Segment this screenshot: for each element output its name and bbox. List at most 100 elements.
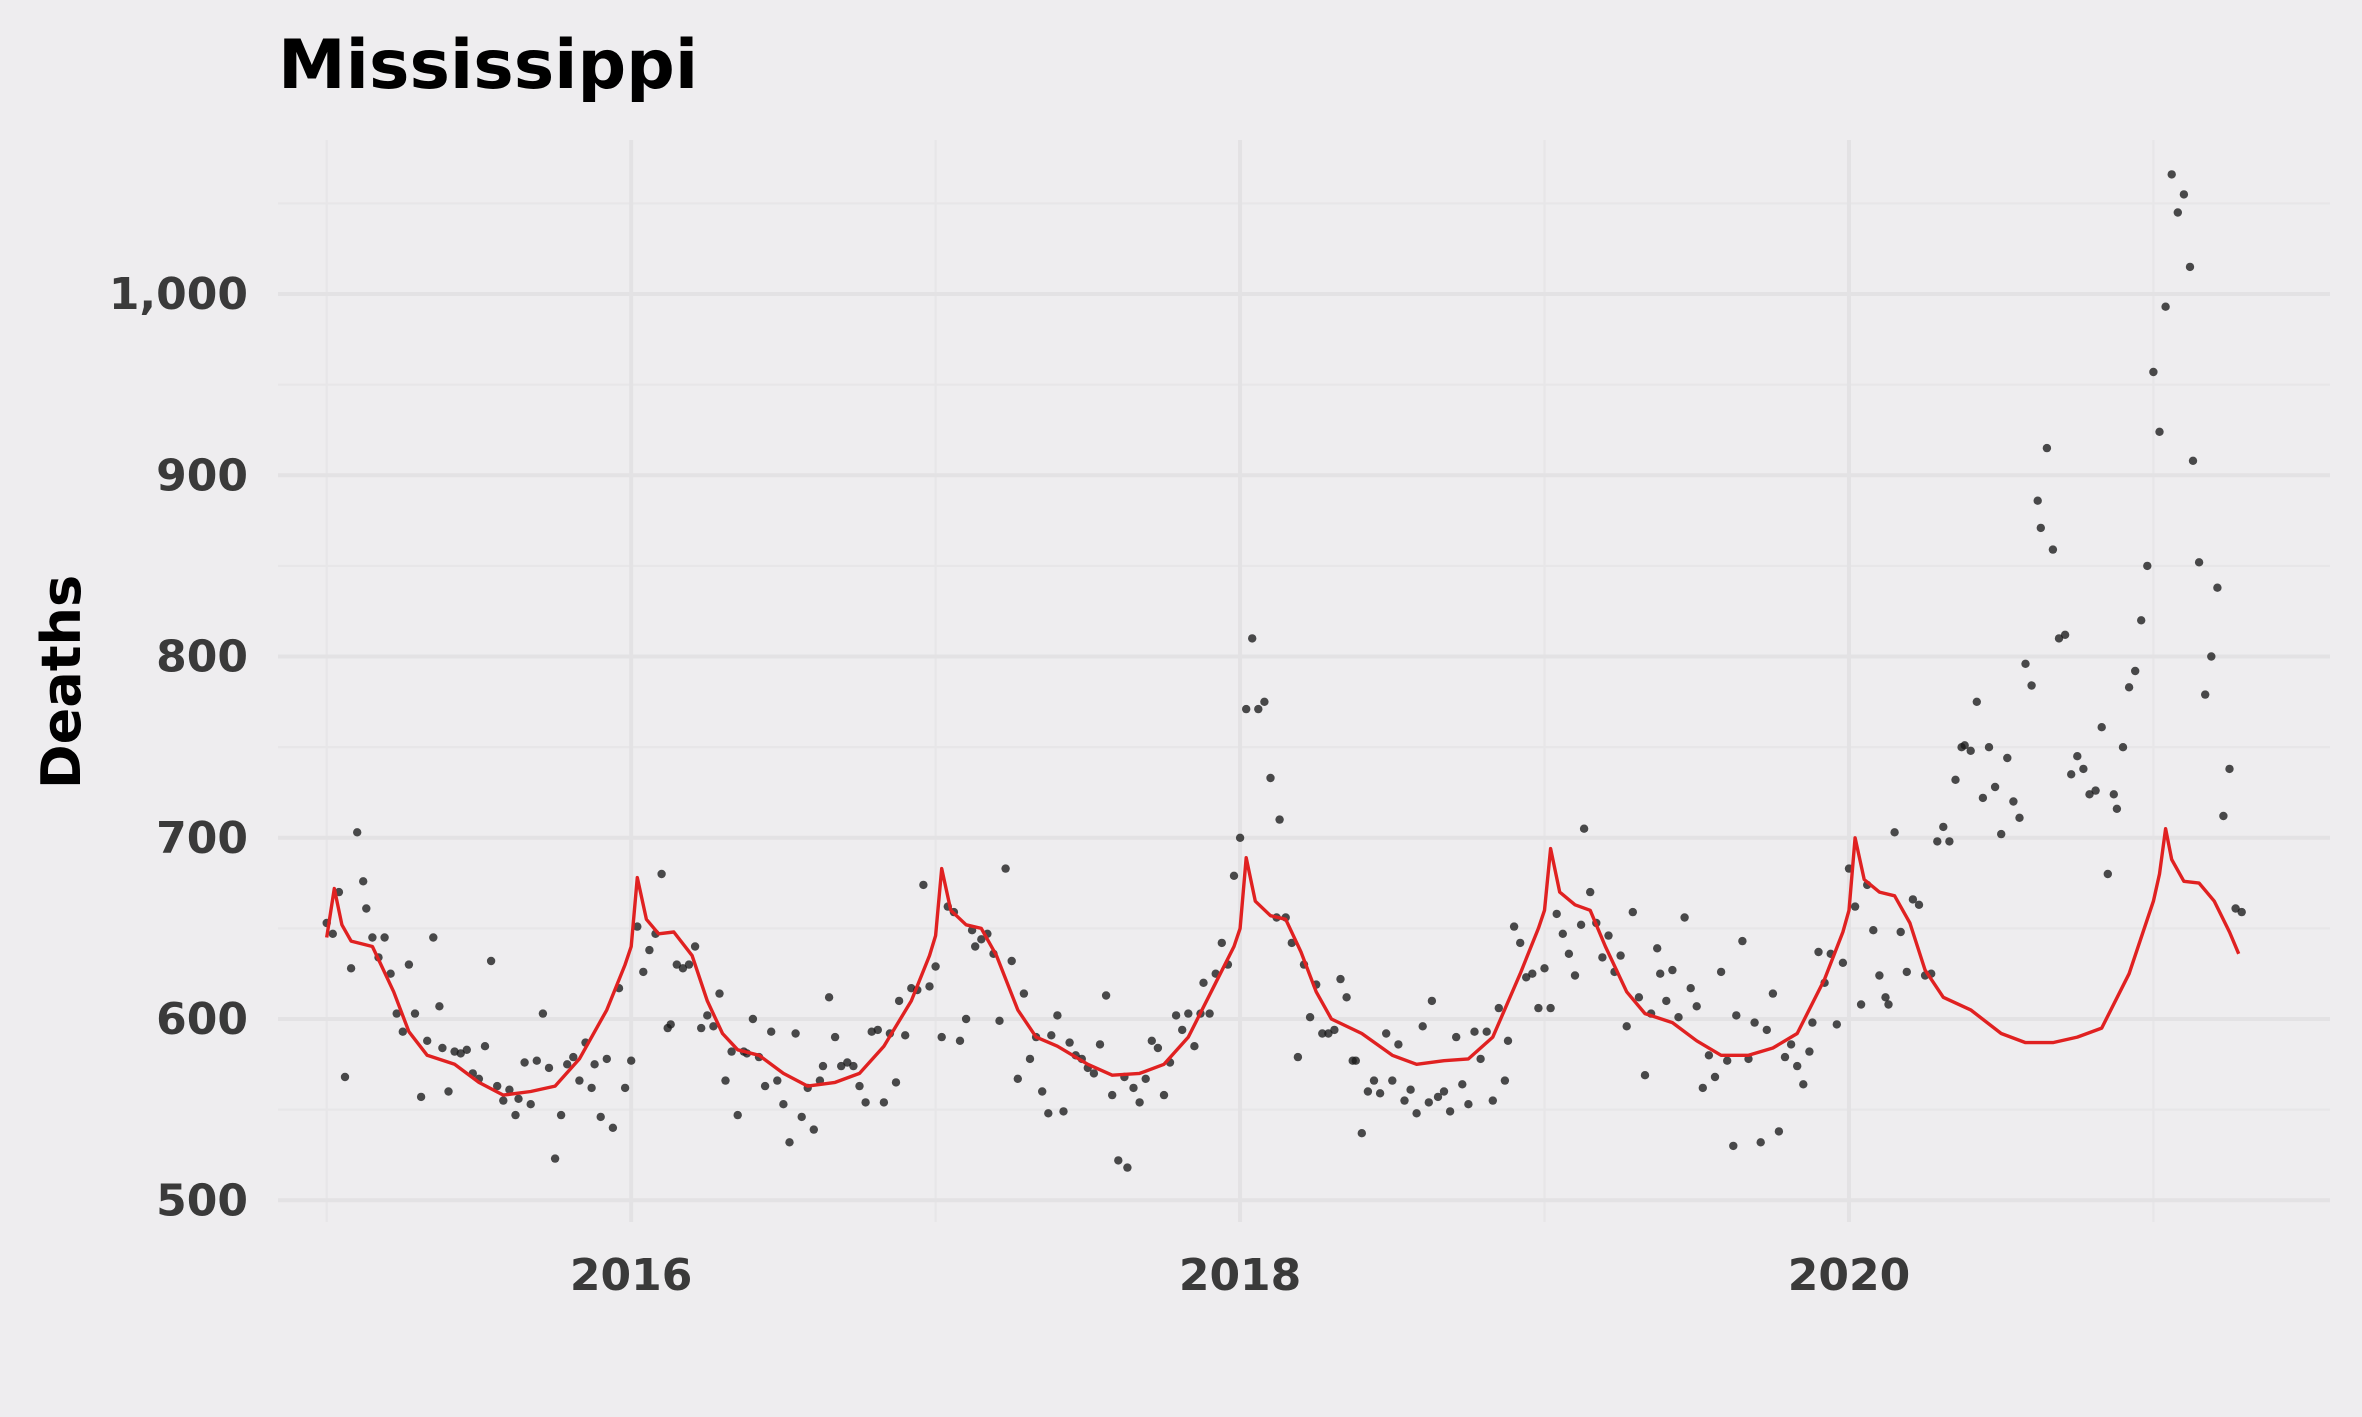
data-point [2213, 583, 2222, 592]
data-point [2085, 790, 2094, 799]
data-point [1275, 815, 1284, 824]
data-point [1997, 829, 2006, 839]
data-point [797, 1112, 806, 1122]
y-tick-label: 700 [156, 813, 248, 864]
y-tick-label: 600 [156, 994, 248, 1045]
data-point [1159, 1090, 1169, 1100]
data-point [2091, 786, 2100, 795]
data-point [2015, 813, 2024, 822]
data-point [748, 1014, 758, 1024]
data-point [1902, 967, 1912, 977]
data-point [1586, 887, 1595, 897]
data-point [1832, 1020, 1842, 1029]
data-point [2112, 804, 2122, 813]
x-tick-label: 2020 [1788, 1250, 1910, 1301]
data-point [2073, 752, 2082, 761]
data-point [1047, 1031, 1056, 1040]
data-point [2185, 262, 2195, 272]
data-point [1814, 947, 1823, 957]
data-point [1482, 1027, 1491, 1036]
data-point [1552, 909, 1561, 919]
data-point [1369, 1076, 1379, 1085]
data-point [2167, 170, 2176, 179]
data-point [544, 1063, 554, 1073]
data-point [1044, 1109, 1053, 1118]
data-point [1805, 1047, 1814, 1056]
data-point [2067, 770, 2076, 779]
data-point [1933, 837, 1942, 846]
data-point [2103, 869, 2112, 879]
data-point [1019, 989, 1029, 998]
data-point [1394, 1040, 1403, 1049]
data-point [1330, 1025, 1339, 1035]
data-point [2188, 456, 2198, 465]
data-point [1488, 1096, 1498, 1105]
data-point [1945, 837, 1954, 846]
data-point [1634, 993, 1644, 1002]
data-point [1059, 1107, 1068, 1116]
data-point [2033, 496, 2042, 505]
data-point [633, 922, 642, 931]
data-point [1095, 1040, 1105, 1049]
data-point [1494, 1003, 1504, 1013]
data-point [1433, 1092, 1443, 1102]
data-point [1616, 951, 1625, 960]
data-point [532, 1056, 541, 1065]
data-point [1400, 1096, 1409, 1105]
data-point [526, 1100, 535, 1109]
data-point [1065, 1038, 1074, 1047]
data-point [1774, 1127, 1784, 1136]
x-tick-labels: 2016 2018 2020 [570, 1250, 1910, 1301]
data-point [955, 1036, 965, 1046]
data-point [2194, 558, 2204, 567]
data-point [1674, 1013, 1683, 1022]
data-point [1838, 958, 1848, 967]
data-point [435, 1002, 444, 1011]
data-point [1978, 793, 1988, 803]
data-point [1141, 1074, 1150, 1084]
data-point [362, 904, 371, 913]
data-point [1427, 996, 1437, 1006]
data-point [380, 933, 389, 942]
data-point [1990, 782, 2000, 792]
data-point [791, 1029, 800, 1038]
data-point [779, 1100, 788, 1109]
data-point [1698, 1083, 1708, 1093]
data-point [392, 1009, 401, 1018]
data-point [773, 1076, 782, 1085]
data-point [2054, 634, 2064, 643]
data-point [1114, 1156, 1123, 1165]
data-point [456, 1049, 465, 1058]
data-point [855, 1081, 864, 1091]
data-point [1570, 971, 1580, 980]
data-point [2036, 523, 2046, 533]
data-point [678, 964, 688, 973]
data-point [715, 989, 724, 998]
data-point [891, 1078, 901, 1087]
y-tick-labels: 500 600 700 800 900 1,000 [109, 269, 248, 1226]
data-point [1235, 833, 1245, 842]
data-point [556, 1110, 566, 1120]
data-point [438, 1043, 447, 1053]
data-point [1729, 1141, 1738, 1151]
data-point [2042, 443, 2052, 453]
data-point [1101, 991, 1111, 1000]
data-point [2079, 764, 2088, 774]
data-point [1793, 1061, 1802, 1071]
data-point [1896, 927, 1905, 937]
data-point [1190, 1042, 1199, 1051]
data-point [1452, 1032, 1461, 1042]
data-point [657, 869, 666, 879]
grid [278, 140, 2330, 1222]
data-point [1129, 1083, 1138, 1093]
data-point [1470, 1027, 1479, 1036]
data-point [1260, 697, 1269, 706]
data-point [1147, 1036, 1157, 1046]
data-point [1503, 1036, 1513, 1046]
data-point [2201, 690, 2210, 699]
data-point [690, 942, 700, 951]
data-point [2231, 904, 2240, 913]
data-point [703, 1011, 712, 1020]
data-point [429, 933, 438, 942]
